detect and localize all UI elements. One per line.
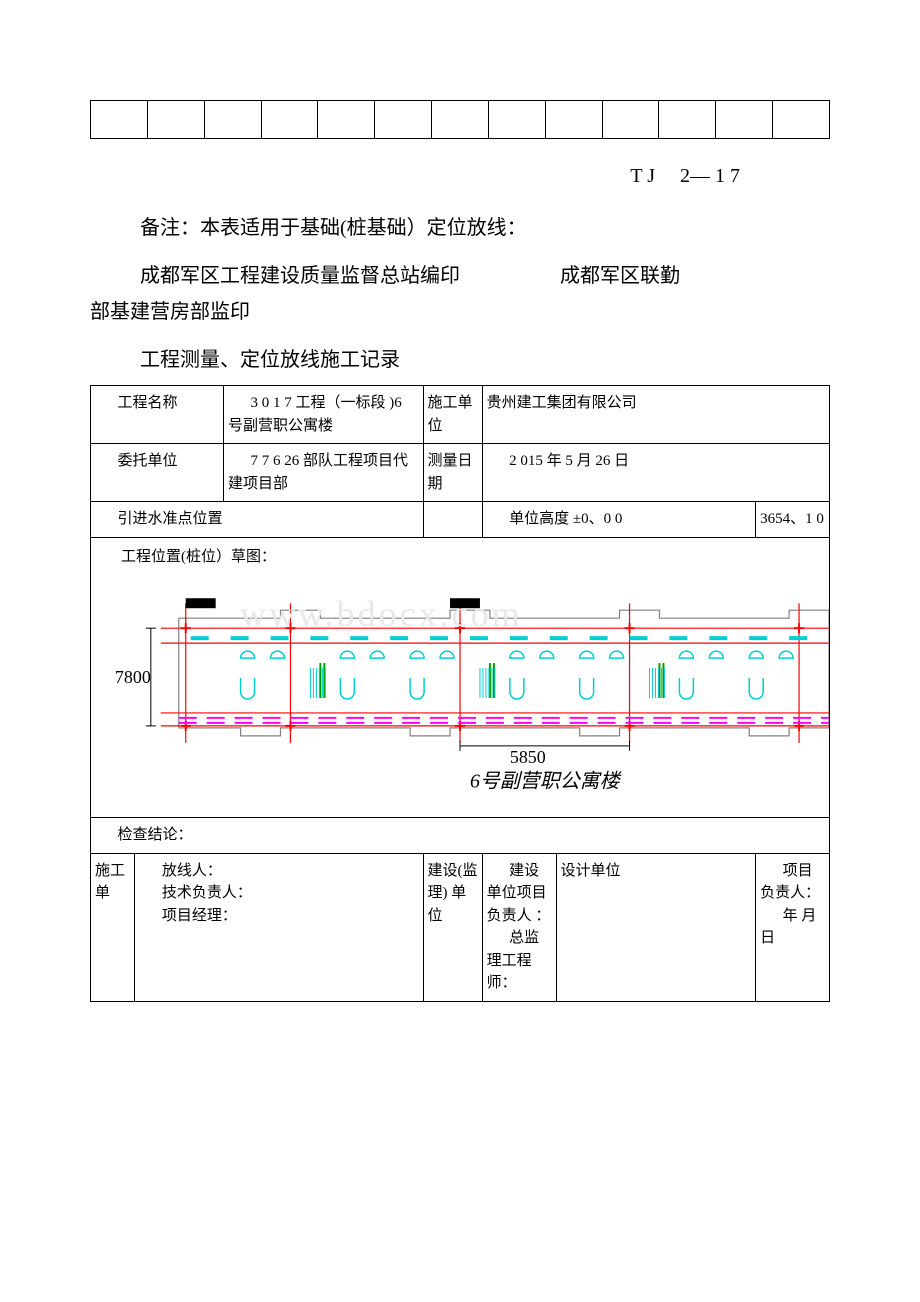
pile-layout-diagram: 7800 5850 6号副营职公寓楼: [91, 568, 829, 808]
elevation-label: 单位高度 ±0、0 0: [487, 508, 751, 531]
sig-col3-body: 项目负责人： 年 月 日: [756, 853, 830, 1001]
row-client: 委托单位 7 7 6 26 部队工程项目代建项目部 测量日期 2 015 年 5…: [91, 444, 830, 502]
design-pm-label: 项目负责人：: [760, 860, 825, 905]
svg-text:6号副营职公寓楼: 6号副营职公寓楼: [470, 771, 622, 793]
owner-pm-label: 建设单位项目负责人 ：: [487, 860, 552, 928]
sig-col3-head: 设计单位: [556, 853, 756, 1001]
survey-date-label: 测量日期: [428, 453, 473, 492]
svg-text:7800: 7800: [115, 667, 151, 687]
doc-code: T J 2— 1 7: [90, 159, 830, 188]
svg-text:5850: 5850: [510, 747, 546, 767]
conclusion-label: 检查结论：: [95, 824, 825, 847]
elevation-value: 3654、1 0: [760, 511, 824, 527]
contractor-value: 贵州建工集团有限公司: [487, 395, 637, 411]
client-value: 7 7 6 26 部队工程项目代建项目部: [228, 450, 419, 495]
chief-supervisor-label: 总监理工程师：: [487, 927, 552, 995]
project-name-label: 工程名称: [95, 392, 219, 415]
pm-label: 项目经理：: [139, 905, 418, 928]
org-left: 成都军区工程建设质量监督总站编印: [140, 265, 460, 287]
date-label: 年 月 日: [760, 905, 825, 950]
empty-header-table: [90, 100, 830, 139]
org-line2: 部基建营房部监印: [90, 297, 830, 327]
row-signatures: 施工单 放线人： 技术负责人： 项目经理： 建设(监理) 单位 建设单位项目负责…: [91, 853, 830, 1001]
client-label: 委托单位: [95, 450, 219, 473]
sig-col2-head: 建设(监理) 单位: [423, 853, 482, 1001]
diagram-title: 工程位置(桩位）草图：: [91, 538, 829, 569]
project-name-value: 3 0 1 7 工程（一标段 )6 号副营职公寓楼: [228, 392, 419, 437]
row-benchmark: 引进水准点位置 单位高度 ±0、0 0 3654、1 0: [91, 502, 830, 538]
row-project: 工程名称 3 0 1 7 工程（一标段 )6 号副营职公寓楼 施工单位 贵州建工…: [91, 386, 830, 444]
benchmark-label: 引进水准点位置: [95, 508, 419, 531]
main-table: 工程名称 3 0 1 7 工程（一标段 )6 号副营职公寓楼 施工单位 贵州建工…: [90, 385, 830, 1002]
sig-col1-body: 放线人： 技术负责人： 项目经理：: [135, 853, 423, 1001]
sig-col1-head: 施工单: [91, 853, 135, 1001]
org-right-part1: 成都军区联勤: [560, 265, 680, 287]
org-line: 成都军区工程建设质量监督总站编印 成都军区联勤: [90, 261, 830, 291]
tech-lead-label: 技术负责人：: [139, 882, 418, 905]
surveyor-label: 放线人：: [139, 860, 418, 883]
note: 备注：本表适用于基础(桩基础）定位放线：: [90, 213, 830, 243]
row-conclusion: 检查结论：: [91, 817, 830, 853]
contractor-label: 施工单位: [428, 395, 473, 434]
row-diagram: 工程位置(桩位）草图： 7800 5850 6号副营职公寓楼: [91, 537, 830, 817]
record-title: 工程测量、定位放线施工记录: [90, 345, 830, 375]
survey-date-value: 2 015 年 5 月 26 日: [487, 450, 825, 473]
sig-col2-body: 建设单位项目负责人 ： 总监理工程师：: [482, 853, 556, 1001]
